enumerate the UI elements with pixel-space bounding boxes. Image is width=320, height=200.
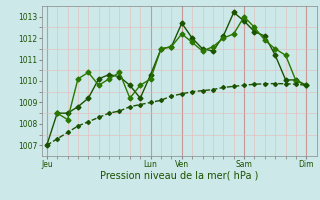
- X-axis label: Pression niveau de la mer( hPa ): Pression niveau de la mer( hPa ): [100, 171, 258, 181]
